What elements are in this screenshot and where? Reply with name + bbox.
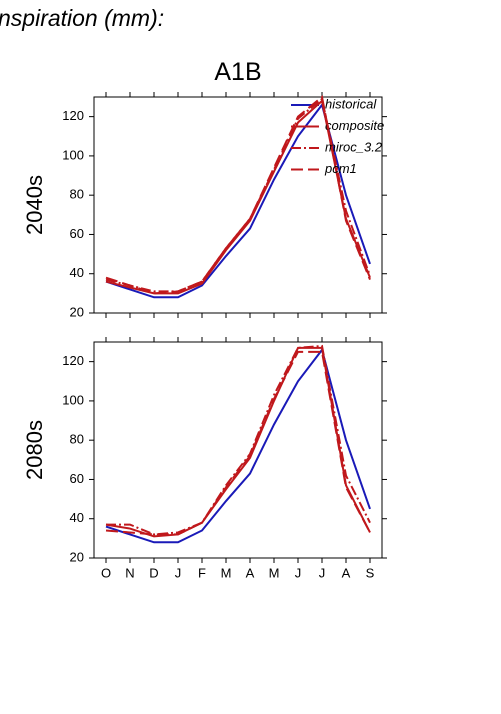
x-tick-label: J bbox=[175, 565, 182, 580]
y-tick-label: 60 bbox=[70, 226, 84, 241]
y-tick-label: 40 bbox=[70, 510, 84, 525]
legend-label: miroc_3.2 bbox=[325, 139, 383, 154]
series-line bbox=[106, 344, 371, 536]
x-tick-label: J bbox=[319, 565, 326, 580]
row-label: 2040s bbox=[22, 175, 47, 235]
scenario-title: A1B bbox=[214, 58, 261, 86]
x-tick-label: S bbox=[366, 565, 375, 580]
y-tick-label: 40 bbox=[70, 265, 84, 280]
legend-label: historical bbox=[325, 96, 377, 111]
series-line bbox=[105, 97, 371, 293]
chart-title: nspiration (mm): bbox=[0, 5, 164, 31]
x-tick-label: J bbox=[295, 565, 302, 580]
legend-label: composite bbox=[325, 118, 384, 133]
x-tick-label: F bbox=[198, 565, 206, 580]
plot-frame bbox=[93, 341, 383, 559]
y-tick-label: 20 bbox=[70, 549, 84, 564]
series-line bbox=[105, 95, 371, 295]
y-tick-label: 120 bbox=[62, 353, 84, 368]
series-line bbox=[105, 346, 371, 538]
x-tick-label: M bbox=[269, 565, 280, 580]
series-line bbox=[105, 347, 371, 544]
series-line bbox=[105, 350, 371, 536]
y-tick-label: 60 bbox=[70, 471, 84, 486]
x-tick-label: N bbox=[125, 565, 134, 580]
row-label: 2080s bbox=[22, 420, 47, 480]
y-tick-label: 80 bbox=[70, 432, 84, 447]
y-tick-label: 100 bbox=[62, 392, 84, 407]
y-tick-label: 120 bbox=[62, 108, 84, 123]
y-tick-label: 20 bbox=[70, 304, 84, 319]
x-tick-label: O bbox=[101, 565, 111, 580]
x-tick-label: D bbox=[149, 565, 158, 580]
x-tick-label: M bbox=[221, 565, 232, 580]
y-tick-label: 80 bbox=[70, 187, 84, 202]
x-tick-label: A bbox=[342, 565, 351, 580]
y-tick-label: 100 bbox=[62, 147, 84, 162]
plot-frame bbox=[93, 96, 383, 314]
legend-label: pcm1 bbox=[324, 161, 357, 176]
x-tick-label: A bbox=[246, 565, 255, 580]
